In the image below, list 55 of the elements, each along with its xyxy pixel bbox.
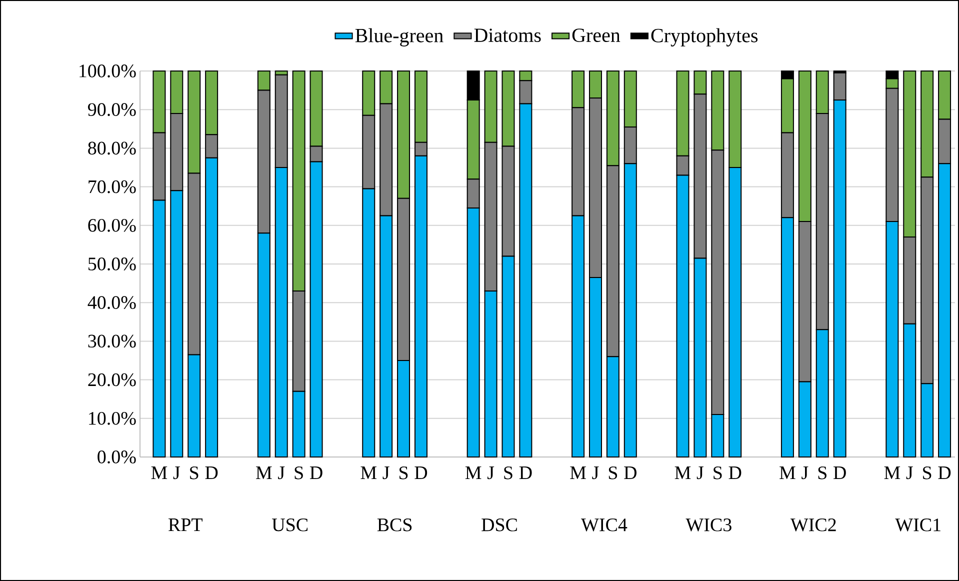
text: USC xyxy=(272,518,308,532)
x-tick-label: M xyxy=(360,466,377,479)
x-tick-label: D xyxy=(834,466,846,479)
x-tick-label: M xyxy=(570,466,586,479)
x-tick-label: S xyxy=(608,466,618,480)
y-tick-label: 40.0% xyxy=(88,296,136,310)
y-tick-label: 20.0% xyxy=(88,373,136,386)
text: WIC1 xyxy=(895,518,940,532)
x-tick-label: S xyxy=(504,466,512,480)
y-tick-label: 10.0% xyxy=(89,412,136,425)
x-tick-label: S xyxy=(400,466,408,480)
y-tick-label: 50.0% xyxy=(88,258,136,270)
x-tick-label: J xyxy=(173,466,180,480)
legend-label: Green xyxy=(572,28,620,42)
y-tick-label: 100.0% xyxy=(80,64,136,78)
x-tick-label: D xyxy=(728,466,742,479)
x-tick-label: M xyxy=(884,466,900,479)
text: WIC3 xyxy=(686,518,732,532)
legend-label: Blue-green xyxy=(355,28,444,46)
x-tick-label: M xyxy=(256,466,272,479)
legend-label: Diatoms xyxy=(474,28,541,42)
x-tick-label: M xyxy=(151,466,168,479)
x-tick-label: J xyxy=(592,466,599,480)
x-tick-label: M xyxy=(465,466,482,479)
x-tick-label: D xyxy=(205,466,218,479)
text: BCS xyxy=(377,518,412,532)
y-tick-label: 60.0% xyxy=(88,218,136,232)
y-tick-label: 30.0% xyxy=(88,334,136,348)
y-tick-label: 70.0% xyxy=(88,180,136,194)
x-tick-label: J xyxy=(278,466,285,480)
x-tick-label: S xyxy=(714,466,722,480)
x-tick-label: S xyxy=(818,466,826,480)
text: RPT xyxy=(168,518,202,531)
x-tick-label: M xyxy=(674,466,691,479)
text: WIC4 xyxy=(581,518,628,532)
x-tick-label: J xyxy=(802,466,808,480)
text: WIC2 xyxy=(790,518,836,532)
y-tick-label: 0.0% xyxy=(98,450,136,464)
x-tick-label: D xyxy=(624,466,636,479)
legend-label: Cryptophytes xyxy=(651,28,758,46)
x-tick-label: S xyxy=(190,466,198,480)
x-tick-label: S xyxy=(923,466,932,480)
x-tick-label: J xyxy=(906,466,913,480)
x-tick-label: J xyxy=(487,466,494,480)
x-tick-label: D xyxy=(310,466,322,479)
x-tick-label: D xyxy=(414,466,428,479)
text: DSC xyxy=(482,518,517,532)
x-tick-label: D xyxy=(938,466,951,479)
x-tick-label: S xyxy=(294,466,303,480)
x-tick-label: J xyxy=(382,466,390,480)
x-tick-label: J xyxy=(696,466,704,480)
y-tick-label: 80.0% xyxy=(88,142,136,155)
y-tick-label: 90.0% xyxy=(88,103,136,116)
x-tick-label: M xyxy=(780,466,796,479)
x-tick-label: D xyxy=(519,466,532,479)
